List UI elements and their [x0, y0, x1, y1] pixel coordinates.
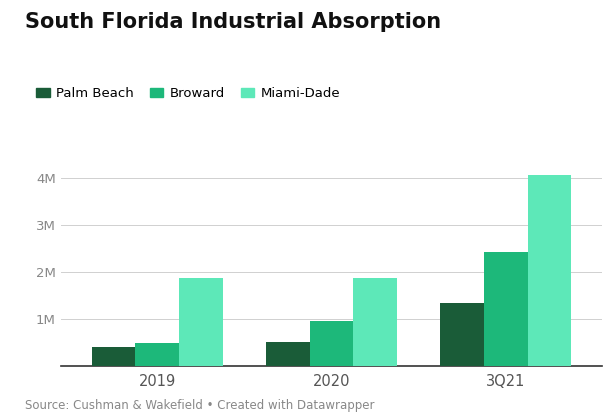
- Text: Source: Cushman & Wakefield • Created with Datawrapper: Source: Cushman & Wakefield • Created wi…: [25, 399, 374, 412]
- Bar: [527, 175, 571, 366]
- Bar: [136, 342, 179, 366]
- Bar: [179, 278, 223, 366]
- Bar: [484, 252, 527, 366]
- Bar: [440, 302, 484, 366]
- Bar: [310, 322, 353, 366]
- Text: South Florida Industrial Absorption: South Florida Industrial Absorption: [25, 12, 441, 32]
- Bar: [92, 347, 136, 366]
- Bar: [266, 342, 310, 366]
- Legend: Palm Beach, Broward, Miami-Dade: Palm Beach, Broward, Miami-Dade: [31, 82, 346, 105]
- Bar: [353, 278, 397, 366]
